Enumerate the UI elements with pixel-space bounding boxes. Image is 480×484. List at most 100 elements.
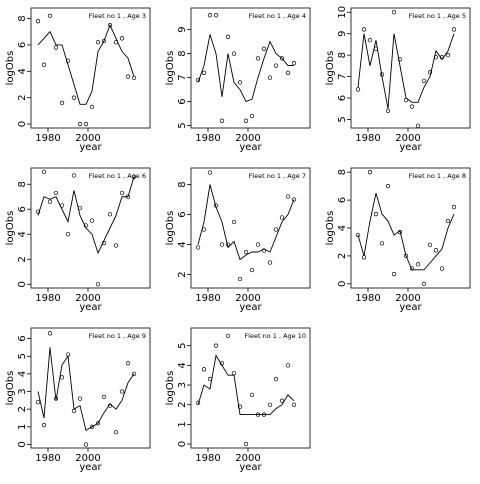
y-axis-label: logObs	[165, 51, 176, 86]
panel: Fleet no 1 , Age 9 year logObs 1980 2000 0 1 2 3…	[5, 327, 151, 473]
plot-frame	[190, 7, 311, 129]
fit-line	[197, 354, 295, 416]
y-axis-label: logObs	[5, 51, 16, 86]
plot-frame	[190, 167, 311, 289]
x-tick-label: 1980	[35, 293, 60, 304]
x-axis-label: year	[79, 142, 102, 153]
panel-title: Fleet no 1 , Age 9	[89, 332, 146, 340]
y-axis-label: logObs	[165, 211, 176, 246]
y-tick-label: 8	[17, 15, 28, 21]
obs-point	[285, 194, 291, 199]
x-tick-label: 1980	[35, 453, 60, 464]
obs-point	[267, 75, 273, 80]
y-tick-label: 3	[17, 388, 28, 394]
obs-point	[237, 276, 243, 282]
obs-point	[119, 36, 125, 41]
obs-point	[101, 38, 107, 44]
x-tick-label: 1980	[35, 133, 60, 144]
y-axis-label: logObs	[325, 51, 336, 86]
obs-point	[273, 227, 279, 232]
panel-title: Fleet no 1 , Age 8	[409, 172, 466, 180]
obs-point	[261, 46, 267, 51]
plot-frame	[190, 327, 311, 449]
obs-point	[59, 375, 65, 380]
obs-point	[279, 398, 285, 403]
panel-title: Fleet no 1 , Age 7	[249, 172, 306, 180]
obs-point	[367, 37, 373, 43]
obs-point	[385, 108, 391, 114]
y-tick-label: 8	[337, 52, 348, 58]
obs-point	[53, 45, 59, 50]
obs-point	[219, 242, 225, 247]
panel-title: Fleet no 1 , Age 3	[89, 12, 146, 20]
obs-point	[373, 211, 379, 217]
obs-point	[231, 371, 237, 376]
y-tick-label: 4	[177, 241, 188, 247]
x-axis-label: year	[399, 142, 422, 153]
obs-point	[361, 27, 367, 32]
y-tick-label: 9	[177, 26, 188, 32]
obs-point	[131, 75, 137, 81]
obs-point	[125, 361, 131, 366]
x-tick-label: 2000	[75, 133, 100, 144]
panel-title: Fleet no 1 , Age 4	[249, 12, 306, 20]
y-tick-label: 0	[17, 281, 28, 287]
x-tick-label: 2000	[395, 133, 420, 144]
panel-title: Fleet no 1 , Age 10	[244, 332, 306, 340]
y-axis-label: logObs	[5, 371, 16, 406]
obs-point	[125, 74, 131, 79]
y-tick-label: 5	[337, 116, 348, 122]
y-axis-label: logObs	[165, 371, 176, 406]
obs-point	[445, 52, 451, 58]
obs-point	[249, 267, 255, 273]
fit-line	[357, 33, 455, 109]
x-tick-label: 2000	[235, 293, 260, 304]
obs-point	[119, 190, 125, 196]
x-tick-label: 2000	[75, 453, 100, 464]
y-tick-label: 6	[17, 335, 28, 341]
obs-point	[427, 70, 433, 75]
x-axis-label: year	[239, 462, 262, 473]
obs-point	[53, 190, 59, 196]
plot-frame	[30, 7, 151, 129]
y-tick-label: 2	[17, 406, 28, 412]
fit-line	[37, 347, 135, 432]
obs-point	[249, 392, 255, 398]
obs-point	[291, 61, 297, 66]
panel: Fleet no 1 , Age 8 year logObs 1980 2000 0 2 4 6…	[325, 167, 471, 313]
obs-point	[89, 218, 95, 223]
panel: Fleet no 1 , Age 7 year logObs 1980 2000 2 4 6 8	[165, 167, 311, 313]
y-tick-label: 8	[337, 169, 348, 175]
y-tick-label: 6	[17, 206, 28, 212]
y-tick-label: 4	[337, 225, 348, 231]
obs-point	[243, 118, 249, 123]
y-tick-label: 1	[177, 421, 188, 427]
obs-point	[427, 242, 433, 247]
plot-frame	[350, 7, 471, 129]
obs-point	[397, 57, 403, 62]
obs-point	[231, 51, 237, 56]
obs-point	[95, 40, 101, 45]
obs-point	[225, 333, 231, 339]
obs-point	[41, 169, 47, 174]
obs-point	[35, 19, 41, 24]
x-axis-label: year	[399, 302, 422, 313]
obs-point	[243, 249, 249, 255]
obs-point	[267, 260, 273, 265]
obs-point	[237, 404, 243, 409]
obs-point	[273, 376, 279, 382]
y-tick-label: 1	[17, 424, 28, 430]
obs-point	[113, 243, 119, 248]
obs-point	[421, 281, 427, 286]
obs-point	[291, 402, 297, 407]
obs-point	[35, 209, 41, 214]
obs-point	[35, 399, 41, 405]
obs-point	[71, 95, 77, 100]
obs-point	[273, 63, 279, 68]
y-tick-label: 2	[337, 253, 348, 259]
x-tick-label: 2000	[235, 453, 260, 464]
y-tick-label: 6	[177, 98, 188, 104]
obs-point	[207, 13, 213, 18]
y-tick-label: 2	[17, 94, 28, 100]
y-tick-label: 2	[177, 402, 188, 408]
